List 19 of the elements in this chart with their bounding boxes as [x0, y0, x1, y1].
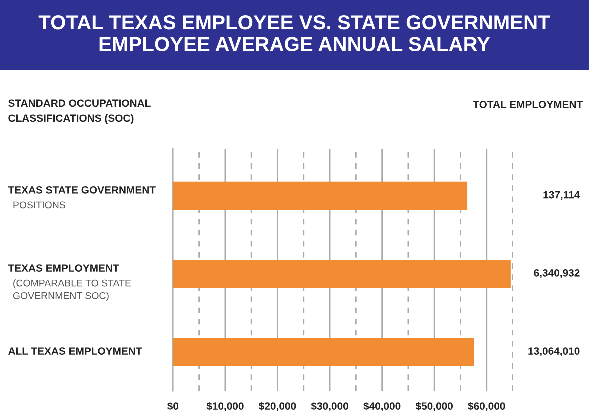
text: 6,340,932: [534, 269, 580, 278]
y-tick-label: TEXAS EMPLOYMENT (COMPARABLE TO STATE GOVERNMENT SOC): [8, 264, 132, 302]
x-tick-label: $0: [168, 402, 179, 411]
x-tick-label: $20,000: [259, 402, 296, 412]
bar: [173, 182, 468, 210]
bar: [173, 338, 474, 366]
y-tick-label: TEXAS STATE GOVERNMENT POSITIONS: [8, 186, 156, 209]
y2-axis-title: TOTAL EMPLOYMENT: [473, 100, 583, 108]
y-tick-label: ALL TEXAS EMPLOYMENT: [8, 348, 142, 355]
text: 137,114: [544, 191, 580, 200]
chart-title: TOTAL TEXAS EMPLOYEE VS. STATE GOVERNMENT EMPLOYEE AVERAGE ANNUAL SALARY: [38, 15, 550, 52]
bar: [173, 260, 511, 288]
x-tick-label: $60,000: [468, 402, 506, 412]
x-tick-label: $10,000: [206, 402, 244, 412]
y-axis-title: STANDARD OCCUPATIONAL CLASSIFICATIONS (SOC): [8, 100, 151, 124]
x-tick-label: $30,000: [311, 402, 348, 412]
text: 13,064,010: [528, 348, 580, 356]
x-tick-label: $40,000: [364, 402, 401, 412]
x-tick-label: $50,000: [416, 402, 453, 412]
